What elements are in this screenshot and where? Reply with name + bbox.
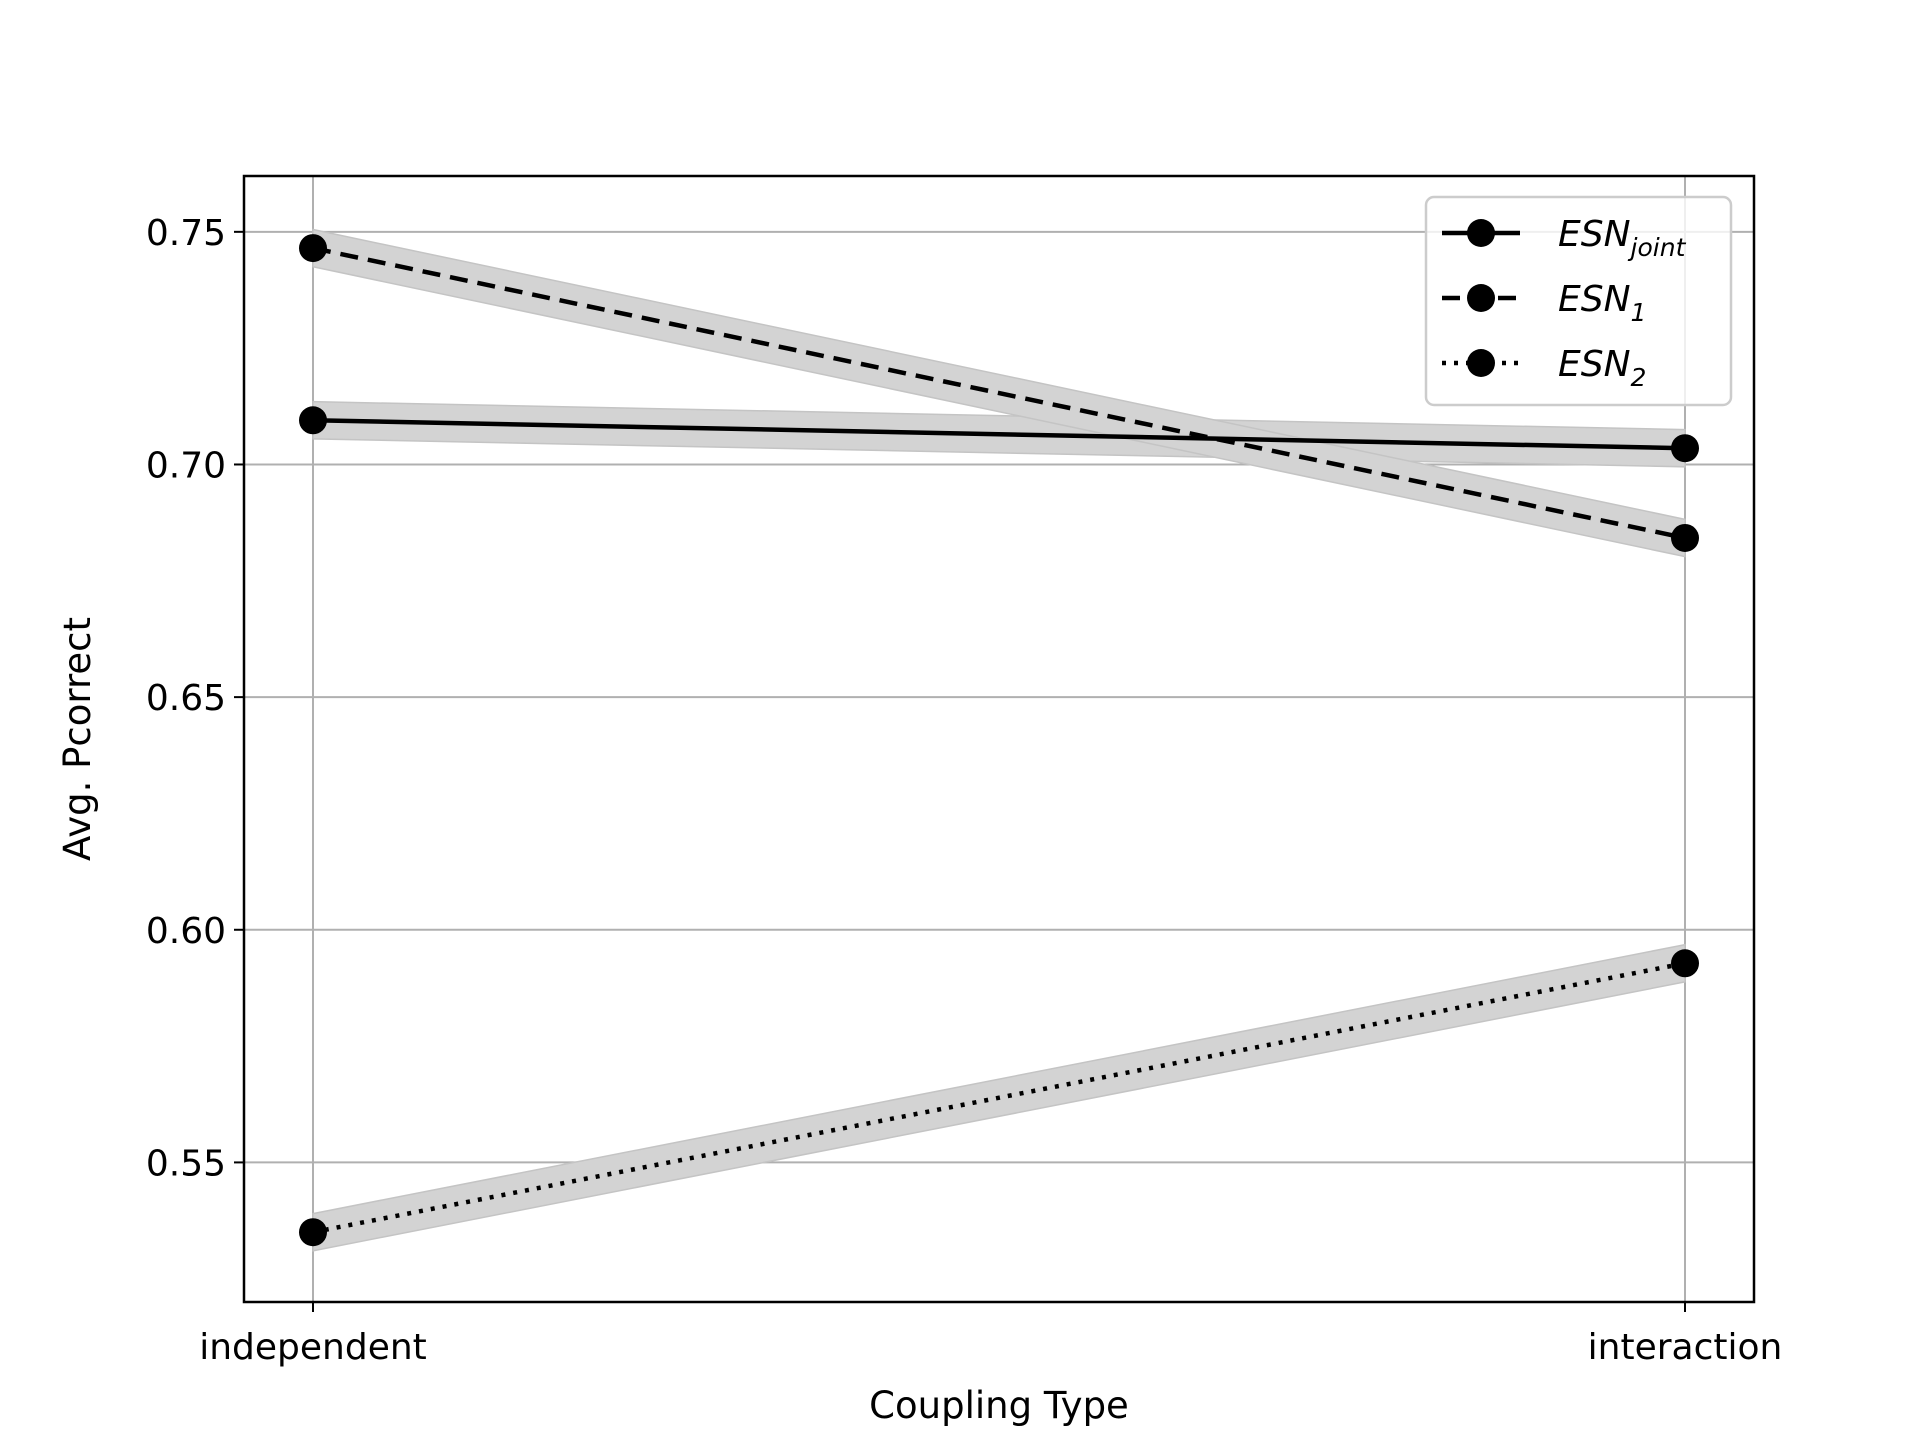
x-tick-label: interaction xyxy=(1588,1327,1783,1368)
y-axis-label: Avg. Pcorrect xyxy=(56,617,99,861)
data-point xyxy=(1671,434,1699,463)
series-line-2 xyxy=(312,961,1686,1235)
legend-marker-1 xyxy=(1467,284,1495,312)
data-point xyxy=(1671,949,1699,978)
series-lines xyxy=(312,245,1686,1235)
y-tick-label: 0.65 xyxy=(146,678,226,719)
x-axis-ticks: independent interaction xyxy=(199,1302,1782,1368)
series-markers xyxy=(299,234,1699,1247)
y-tick-label: 0.75 xyxy=(146,213,226,254)
x-tick-label: independent xyxy=(199,1327,427,1368)
y-tick-label: 0.60 xyxy=(146,911,226,952)
legend-frame xyxy=(1424,195,1733,407)
series-line-1 xyxy=(312,245,1686,541)
series-line-0 xyxy=(312,418,1686,451)
y-tick-label: 0.70 xyxy=(146,445,226,486)
y-axis-ticks: 0.55 0.60 0.65 0.70 0.75 xyxy=(146,213,244,1184)
x-axis-label: Coupling Type xyxy=(869,1384,1129,1427)
data-point xyxy=(299,234,327,263)
data-point xyxy=(1671,523,1699,552)
legend-subscript-1: 1 xyxy=(1631,298,1647,327)
y-tick-label: 0.55 xyxy=(146,1143,226,1184)
legend-marker-2 xyxy=(1467,349,1495,377)
grid xyxy=(244,176,1754,1302)
data-point xyxy=(299,406,327,435)
plot-frame xyxy=(242,174,1756,1304)
data-point xyxy=(299,1218,327,1247)
legend-subscript-0: joint xyxy=(1628,233,1687,262)
legend-marker-0 xyxy=(1467,219,1495,247)
legend-subscript-2: 2 xyxy=(1631,363,1647,392)
